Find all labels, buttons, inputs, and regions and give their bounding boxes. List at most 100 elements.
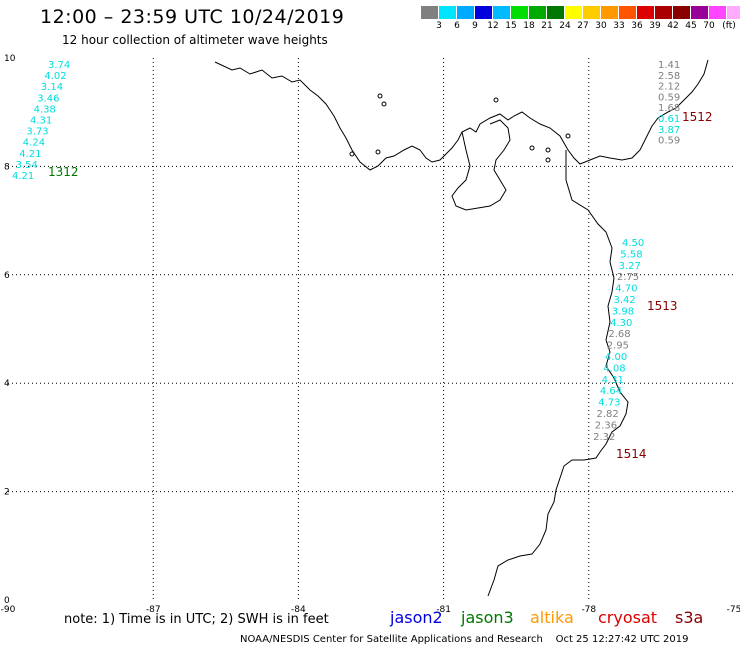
wave-height-1512: 2.12 xyxy=(658,82,680,93)
lat-tick-label: 10 xyxy=(4,54,16,64)
scale-label: (ft) xyxy=(722,21,736,31)
island xyxy=(545,157,551,163)
satellite-cryosat: cryosat xyxy=(598,608,658,627)
scale-label: 9 xyxy=(472,21,478,31)
scale-swatch xyxy=(601,6,619,19)
wave-height-1512: 0.59 xyxy=(658,136,680,147)
island xyxy=(381,101,387,107)
scale-label: 33 xyxy=(613,21,625,31)
timestamp-text: Oct 25 12:27:42 UTC 2019 xyxy=(555,634,689,645)
wave-height-1312: 3.73 xyxy=(26,127,48,138)
scale-swatch xyxy=(619,6,637,19)
wave-height-1513: 3.98 xyxy=(612,306,634,317)
scale-swatch xyxy=(421,6,439,19)
island xyxy=(377,93,383,99)
scale-swatch xyxy=(583,6,601,19)
scale-label: 6 xyxy=(454,21,460,31)
lat-tick-label: 0 xyxy=(4,596,10,606)
wave-height-1312: 4.38 xyxy=(34,104,56,115)
wave-height-1513: 4.64 xyxy=(600,386,622,397)
wave-height-1513: 3.42 xyxy=(614,295,636,306)
scale-swatch xyxy=(529,6,547,19)
footer-note: note: 1) Time is in UTC; 2) SWH is in fe… xyxy=(64,612,329,627)
scale-swatch xyxy=(565,6,583,19)
scale-swatch xyxy=(673,6,691,19)
lat-tick-label: 4 xyxy=(4,379,10,389)
pass-label-1512: 1512 xyxy=(682,110,713,124)
wave-height-1512: 1.68 xyxy=(658,103,680,114)
wave-height-1513: 5.58 xyxy=(620,249,642,260)
credit-text: NOAA/NESDIS Center for Satellite Applica… xyxy=(240,634,543,645)
satellite-jason2: jason2 xyxy=(390,608,443,627)
scale-label: 27 xyxy=(577,21,589,31)
wave-height-1513: 2.68 xyxy=(608,329,630,340)
island xyxy=(565,133,571,139)
scale-label: 21 xyxy=(541,21,553,31)
lat-tick-label: 6 xyxy=(4,271,10,281)
scale-label: 3 xyxy=(436,21,442,31)
pass-label-1312: 1312 xyxy=(48,165,79,179)
satellite-s3a: s3a xyxy=(675,608,704,627)
scale-swatch xyxy=(709,6,727,19)
pass-label-1513: 1513 xyxy=(647,299,678,313)
lon-tick-label: -87 xyxy=(146,605,161,615)
wave-height-1512: 0.61 xyxy=(658,114,680,125)
scale-swatch xyxy=(691,6,709,19)
wave-height-1513: 4.31 xyxy=(602,375,624,386)
scale-swatch xyxy=(457,6,475,19)
satellite-altika: altika xyxy=(530,608,574,627)
wave-height-1312: 4.24 xyxy=(23,138,45,149)
scale-swatch xyxy=(493,6,511,19)
wave-height-1513: 4.50 xyxy=(622,238,644,249)
scale-label: 15 xyxy=(505,21,517,31)
wave-height-1513: 2.36 xyxy=(595,420,617,431)
wave-height-1513: 2.32 xyxy=(593,432,615,443)
scale-label: 70 xyxy=(703,21,715,31)
island xyxy=(349,151,355,157)
lat-tick-label: 2 xyxy=(4,488,10,498)
lon-tick-label: -75 xyxy=(727,605,740,615)
lon-tick-label: -81 xyxy=(436,605,451,615)
coastline-north xyxy=(214,59,709,171)
scale-label: 45 xyxy=(685,21,697,31)
wave-height-1512: 1.41 xyxy=(658,60,680,71)
footer-credit: NOAA/NESDIS Center for Satellite Applica… xyxy=(240,634,689,645)
scale-label: 36 xyxy=(631,21,643,31)
wave-height-1513: 2.95 xyxy=(607,341,629,352)
wave-height-1312: 3.54 xyxy=(16,160,38,171)
wave-height-1312: 3.74 xyxy=(48,60,70,71)
island xyxy=(529,145,535,151)
scale-swatch xyxy=(511,6,529,19)
wave-height-1312: 4.02 xyxy=(44,71,66,82)
wave-height-1513: 4.73 xyxy=(598,398,620,409)
scale-label: 42 xyxy=(667,21,679,31)
wave-height-1312: 3.14 xyxy=(41,82,63,93)
scale-swatch xyxy=(655,6,673,19)
island xyxy=(493,97,499,103)
wave-height-1512: 3.87 xyxy=(658,125,680,136)
scale-swatch xyxy=(475,6,493,19)
lon-tick-label: -90 xyxy=(1,605,16,615)
scale-swatch xyxy=(439,6,457,19)
satellite-jason3: jason3 xyxy=(461,608,514,627)
wave-height-1513: 2.82 xyxy=(597,409,619,420)
lon-tick-label: -78 xyxy=(581,605,596,615)
island xyxy=(545,147,551,153)
color-scale-legend: 3 6 9 12 15 18 21 24 27 30 33 36 39 42 45 70 (ft) xyxy=(421,6,740,31)
scale-swatch xyxy=(727,6,740,19)
wave-height-1513: 4.00 xyxy=(605,352,627,363)
wave-height-1512: 0.59 xyxy=(658,92,680,103)
wave-height-1312: 4.21 xyxy=(12,171,34,182)
map-title: 12:00 – 23:59 UTC 10/24/2019 xyxy=(40,6,345,28)
wave-height-1513: 3.27 xyxy=(619,261,641,272)
wave-height-1513: 4.70 xyxy=(615,284,637,295)
wave-height-1512: 2.58 xyxy=(658,71,680,82)
wave-height-1312: 4.31 xyxy=(30,116,52,127)
scale-label: 30 xyxy=(595,21,607,31)
wave-height-1312: 3.46 xyxy=(37,93,59,104)
scale-label: 18 xyxy=(523,21,535,31)
scale-label: 24 xyxy=(559,21,571,31)
wave-height-1312: 4.21 xyxy=(19,149,41,160)
gulf-coastline xyxy=(451,119,511,211)
wave-height-1513: 4.08 xyxy=(603,363,625,374)
